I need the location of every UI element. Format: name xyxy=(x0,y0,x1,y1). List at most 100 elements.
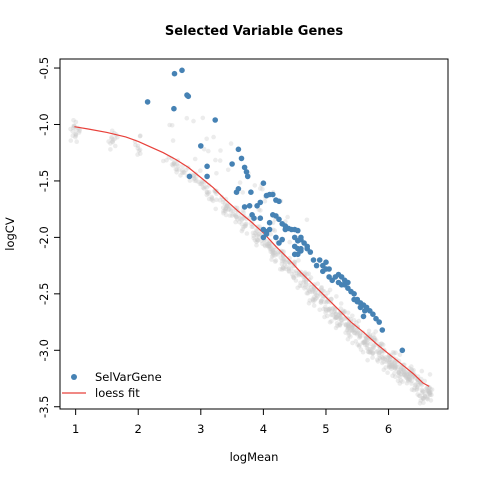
gene-point xyxy=(71,133,76,138)
y-tick-label: -1.0 xyxy=(37,113,51,135)
gene-point xyxy=(373,336,378,341)
gene-point xyxy=(361,341,366,346)
gene-point xyxy=(254,243,259,248)
x-tick-label: 4 xyxy=(260,422,267,436)
gene-point xyxy=(415,392,420,397)
selected-gene-point xyxy=(204,174,210,180)
selected-gene-point xyxy=(355,299,361,305)
x-tick-label: 2 xyxy=(135,422,142,436)
gene-point xyxy=(350,314,355,319)
chart-title: Selected Variable Genes xyxy=(165,24,343,39)
gene-point xyxy=(273,259,278,264)
legend-label-loess: loess fit xyxy=(95,386,140,400)
selected-gene-point xyxy=(245,174,251,180)
gene-point xyxy=(366,350,371,355)
selected-gene-point xyxy=(336,272,342,278)
selected-gene-point xyxy=(239,156,245,162)
gene-point xyxy=(430,387,435,392)
selected-gene-point xyxy=(261,235,267,241)
x-tick-label: 5 xyxy=(322,422,329,436)
gene-point xyxy=(184,168,189,173)
gene-point xyxy=(243,224,248,229)
selected-gene-point xyxy=(380,327,386,333)
gene-point xyxy=(171,138,176,143)
selected-gene-point xyxy=(229,161,235,167)
gene-point xyxy=(204,185,209,190)
gene-point xyxy=(420,369,425,374)
gene-point xyxy=(428,372,433,377)
gene-point xyxy=(287,240,292,245)
selected-gene-point xyxy=(273,235,279,241)
gene-point xyxy=(74,139,79,144)
gene-point xyxy=(273,228,278,233)
gene-point xyxy=(207,197,212,202)
gene-point xyxy=(285,215,290,220)
gene-point xyxy=(240,190,245,195)
gene-point xyxy=(223,209,228,214)
gene-point xyxy=(229,141,234,146)
gene-point xyxy=(191,119,196,124)
gene-point xyxy=(174,170,179,175)
gene-point xyxy=(372,346,377,351)
gene-point xyxy=(349,328,354,333)
gene-point xyxy=(171,163,176,168)
selected-gene-point xyxy=(234,189,240,195)
gene-point xyxy=(320,297,325,302)
selected-gene-point xyxy=(351,291,357,297)
selected-gene-point xyxy=(323,259,329,265)
gene-point xyxy=(338,322,343,327)
selected-gene-point xyxy=(247,203,253,209)
selected-gene-point xyxy=(270,192,276,198)
gene-point xyxy=(311,299,316,304)
gene-point xyxy=(380,361,385,366)
gene-point xyxy=(211,135,216,140)
selected-gene-point xyxy=(345,280,351,286)
y-axis-label: logCV xyxy=(3,217,17,251)
gene-point xyxy=(380,355,385,360)
gene-point xyxy=(240,217,245,222)
gene-point xyxy=(164,158,169,163)
gene-point xyxy=(205,193,210,198)
gene-point xyxy=(218,148,223,153)
selected-gene-point xyxy=(261,180,267,186)
selected-gene-point xyxy=(172,71,178,77)
gene-point xyxy=(410,387,415,392)
selected-gene-point xyxy=(212,117,218,123)
gene-point xyxy=(287,268,292,273)
gene-point xyxy=(306,287,311,292)
gene-point xyxy=(185,116,190,121)
gene-point xyxy=(352,318,357,323)
gene-point xyxy=(392,360,397,365)
gene-point xyxy=(307,271,312,276)
gene-point xyxy=(256,238,261,243)
gene-point xyxy=(383,365,388,370)
selected-gene-point xyxy=(248,189,254,195)
selected-gene-point xyxy=(376,319,382,325)
selected-gene-point xyxy=(186,94,192,100)
gene-point xyxy=(204,137,209,142)
gene-point xyxy=(375,358,380,363)
gene-point xyxy=(251,234,256,239)
gene-point xyxy=(369,342,374,347)
selected-gene-point xyxy=(171,106,177,112)
selected-gene-point xyxy=(400,348,406,354)
gene-point xyxy=(404,373,409,378)
gene-point xyxy=(322,315,327,320)
gene-point xyxy=(218,158,223,163)
gene-point xyxy=(201,116,206,121)
selected-gene-point xyxy=(295,228,301,234)
gene-point xyxy=(398,352,403,357)
selected-gene-point xyxy=(258,200,264,206)
selected-gene-point xyxy=(308,249,314,255)
selected-gene-point xyxy=(267,227,273,233)
gene-point xyxy=(323,310,328,315)
selected-gene-point xyxy=(204,164,210,170)
selected-gene-point xyxy=(242,204,248,210)
selected-gene-point xyxy=(276,199,282,205)
gene-point xyxy=(343,330,348,335)
gene-point xyxy=(263,244,268,249)
gene-point xyxy=(312,303,317,308)
gene-point xyxy=(339,301,344,306)
gene-point xyxy=(359,347,364,352)
